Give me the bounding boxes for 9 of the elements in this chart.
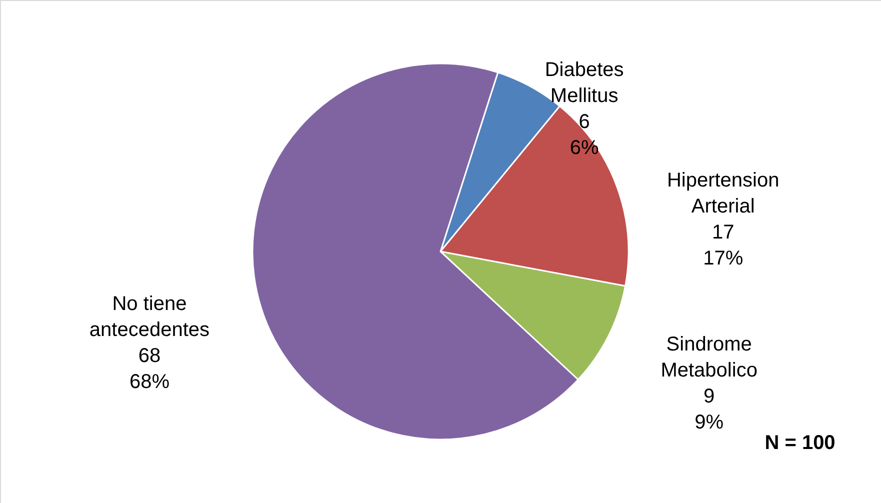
text: N = 100	[764, 432, 836, 454]
slice-label: Hipertension Arterial	[666, 170, 780, 218]
slice-label: Sindrome Metabolico	[660, 334, 758, 382]
slice-label: No tiene antecedentes	[89, 292, 210, 341]
data-label: 68 68%	[129, 344, 170, 393]
data-label: 17 17%	[703, 222, 744, 270]
slice-label: Diabetes Mellitus	[544, 58, 624, 107]
data-label: 6 6%	[570, 110, 599, 159]
data-label: 9 9%	[694, 386, 724, 434]
